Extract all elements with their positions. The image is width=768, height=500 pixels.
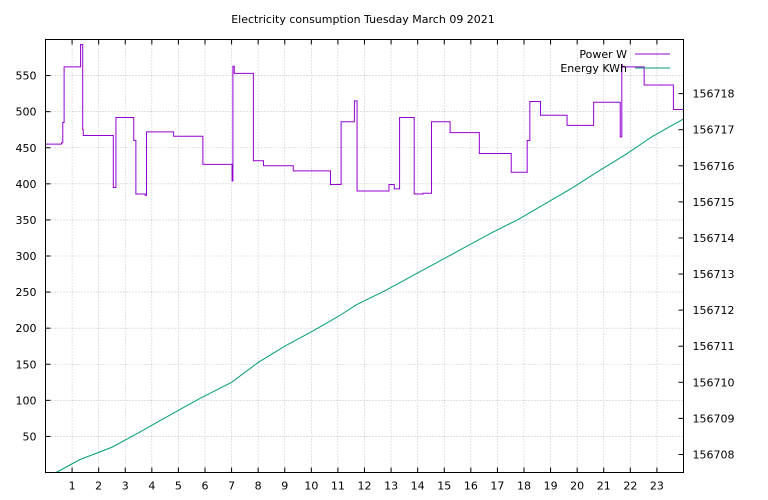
y2-tick-label: 156717 [693,124,735,137]
y-tick-label: 50 [23,430,37,443]
x-tick-label: 20 [570,480,584,493]
y2-tick-label: 156709 [693,412,735,425]
y-tick-label: 500 [16,106,37,119]
x-tick-label: 5 [175,480,182,493]
y2-tick-label: 156710 [693,376,735,389]
x-tick-label: 6 [202,480,209,493]
x-tick-label: 7 [228,480,235,493]
legend-label: Energy KWh [560,62,627,75]
x-tick-label: 12 [358,480,372,493]
x-tick-label: 11 [331,480,345,493]
y2-tick-label: 156718 [693,88,735,101]
x-tick-label: 4 [148,480,155,493]
x-tick-label: 2 [95,480,102,493]
x-tick-label: 19 [544,480,558,493]
y2-tick-label: 156715 [693,196,735,209]
y2-tick-label: 156716 [693,160,735,173]
y2-tick-label: 156711 [693,340,735,353]
x-tick-label: 13 [384,480,398,493]
x-tick-label: 22 [623,480,637,493]
x-tick-label: 10 [304,480,318,493]
x-tick-label: 8 [255,480,262,493]
legend-label: Power W [579,48,627,61]
x-tick-label: 15 [437,480,451,493]
x-tick-label: 3 [122,480,129,493]
y-tick-label: 100 [16,394,37,407]
grid [45,39,684,473]
x-tick-label: 9 [281,480,288,493]
x-tick-label: 17 [490,480,504,493]
y-tick-label: 200 [16,322,37,335]
y2-tick-label: 156708 [693,448,735,461]
y-tick-label: 350 [16,214,37,227]
x-tick-label: 21 [597,480,611,493]
x-tick-label: 18 [517,480,531,493]
chart-title: Electricity consumption Tuesday March 09… [231,13,495,26]
x-tick-label: 16 [464,480,478,493]
x-tick-label: 23 [650,480,664,493]
y2-tick-label: 156712 [693,304,735,317]
series-layer [45,44,684,473]
ticks: 1 2 3 4 5 6 7 8 9 10 11 12 13 14 15 16 17 18 19 20 21 22 23501… [16,39,735,493]
y2-tick-label: 156714 [693,232,735,245]
y-tick-label: 300 [16,250,37,263]
y-tick-label: 400 [16,178,37,191]
y-tick-label: 550 [16,70,37,83]
x-tick-label: 14 [411,480,425,493]
y-tick-label: 450 [16,142,37,155]
y-tick-label: 150 [16,358,37,371]
series-line-energy [55,118,684,473]
y2-tick-label: 156713 [693,268,735,281]
y-tick-label: 250 [16,286,37,299]
series-line-power [45,44,684,196]
x-tick-label: 1 [69,480,76,493]
